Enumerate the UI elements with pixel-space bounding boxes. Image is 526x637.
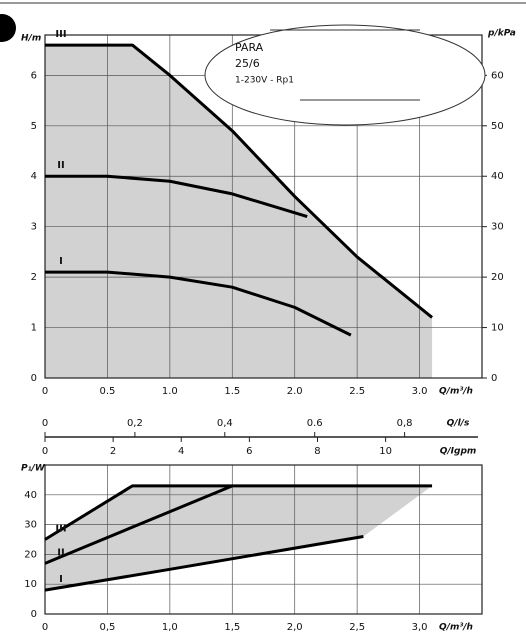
x-tick-label: 2,5 — [349, 622, 365, 633]
extra-axis-tick-label: 0,2 — [127, 418, 143, 429]
extra-axis-tick-label: 10 — [379, 446, 392, 457]
x-tick-label: 1.0 — [162, 386, 178, 397]
y-tick-label: 4 — [31, 171, 37, 182]
curve — [45, 43, 433, 319]
extra-axis-label: Q/l/s — [447, 419, 470, 429]
y2-tick-label: 20 — [491, 272, 504, 283]
type-label: 25/6 — [235, 57, 260, 70]
y-tick-label: 20 — [24, 549, 37, 560]
type-label: 1-230V - Rp1 — [235, 76, 294, 86]
x-tick-label: 0,5 — [99, 622, 115, 633]
extra-axis-label: Q/Igpm — [440, 447, 477, 457]
y2-tick-label: 0 — [491, 373, 497, 384]
curve — [44, 535, 364, 592]
y-tick-label: 5 — [31, 121, 37, 132]
corner-marker — [0, 14, 16, 42]
y-axis-label: H/m — [21, 34, 41, 44]
curve-label: II — [57, 160, 64, 171]
curve — [45, 270, 352, 337]
x-axis-label: Q/m³/h — [439, 623, 473, 633]
x-tick-label: 0 — [42, 386, 48, 397]
curve — [45, 174, 308, 219]
x-tick-label: 3.0 — [412, 386, 428, 397]
extra-axis-tick-label: 0,8 — [397, 418, 413, 429]
y-tick-label: 1 — [31, 323, 37, 334]
y-tick-label: 0 — [31, 609, 37, 620]
y-tick-label: 2 — [31, 272, 37, 283]
x-tick-label: 2.5 — [349, 386, 365, 397]
y-axis-label: P₁/W — [21, 464, 46, 474]
curve — [44, 484, 233, 565]
x-tick-label: 0.5 — [99, 386, 115, 397]
extra-axis-tick-label: 8 — [314, 446, 320, 457]
curve-label: III — [55, 29, 66, 40]
extra-axis-tick-label: 6 — [246, 446, 252, 457]
y-tick-label: 6 — [31, 70, 37, 81]
x-tick-label: 1.5 — [224, 386, 240, 397]
y-tick-label: 0 — [31, 373, 37, 384]
type-label: PARA — [235, 41, 264, 54]
curve-label: III — [55, 524, 66, 535]
x-tick-label: 2.0 — [287, 386, 303, 397]
y2-tick-label: 60 — [491, 70, 504, 81]
extra-axis-tick-label: 0 — [42, 446, 48, 457]
y-tick-label: 30 — [24, 520, 37, 531]
shaded-area — [45, 485, 433, 591]
curve-label: I — [59, 574, 63, 585]
y-tick-label: 40 — [24, 490, 37, 501]
x-tick-label: 1,5 — [224, 622, 240, 633]
x-tick-label: 1,0 — [162, 622, 178, 633]
y-tick-label: 10 — [24, 579, 37, 590]
extra-axis-tick-label: 0,4 — [217, 418, 233, 429]
y2-tick-label: 30 — [491, 222, 504, 233]
y2-tick-label: 50 — [491, 121, 504, 132]
extra-axis-tick-label: 2 — [110, 446, 116, 457]
extra-axis-tick-label: 0.6 — [307, 418, 323, 429]
curve-label: II — [57, 547, 64, 558]
extra-axis-tick-label: 0 — [42, 418, 48, 429]
y2-tick-label: 40 — [491, 171, 504, 182]
curve — [44, 484, 433, 541]
y-tick-label: 3 — [31, 222, 37, 233]
y2-axis-label: p/kPa — [487, 29, 516, 39]
x-tick-label: 0 — [42, 622, 48, 633]
x-tick-label: 2,0 — [287, 622, 303, 633]
extra-axis-tick-label: 4 — [178, 446, 184, 457]
y2-tick-label: 10 — [491, 323, 504, 334]
x-axis-label: Q/m³/h — [439, 387, 473, 397]
x-tick-label: 3,0 — [412, 622, 428, 633]
shaded-area — [45, 45, 433, 379]
curve-label: I — [59, 256, 63, 267]
